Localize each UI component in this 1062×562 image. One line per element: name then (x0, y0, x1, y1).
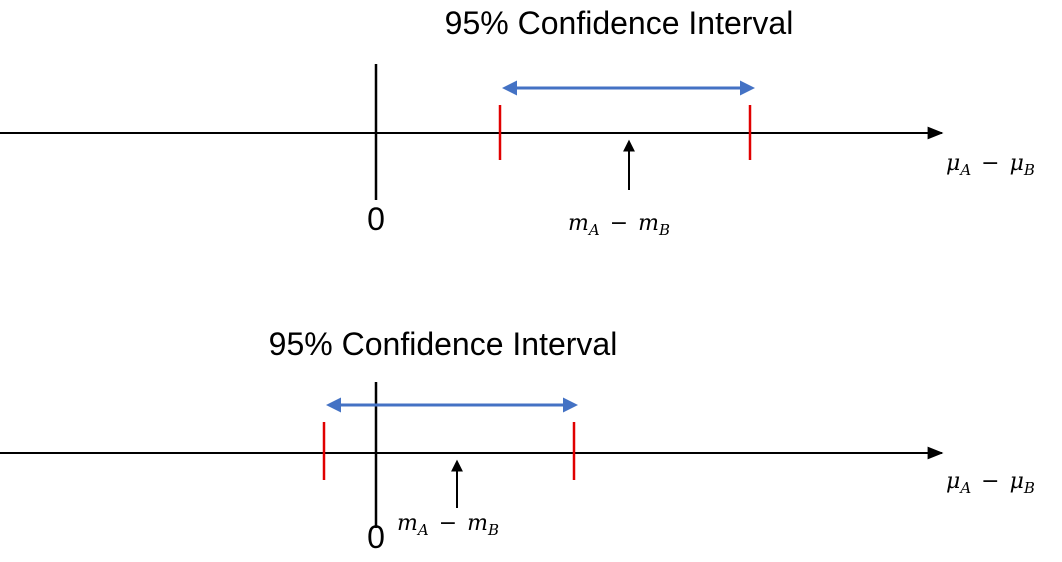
estimate-sub-b: B (658, 221, 670, 239)
estimate-m: m (568, 211, 589, 236)
axis-sub-a: A (958, 479, 971, 497)
axis-label: μA − μB (946, 151, 1035, 179)
zero-label: 0 (367, 201, 385, 237)
axis-minus: − (981, 469, 999, 494)
axis-mu2: μ (1010, 469, 1024, 494)
estimate-sub-a: A (416, 521, 429, 539)
interval-title: 95% Confidence Interval (269, 326, 618, 362)
axis-sub-b: B (1023, 479, 1035, 497)
estimate-sub-b: B (487, 521, 499, 539)
estimate-m2: m (638, 211, 659, 236)
estimate-sub-a: A (587, 221, 600, 239)
axis-mu2: μ (1010, 151, 1024, 176)
estimate-label: mA − mB (397, 511, 499, 539)
axis-mu: μ (946, 469, 960, 494)
axis-label: μA − μB (946, 469, 1035, 497)
zero-label: 0 (367, 519, 385, 555)
axis-sub-b: B (1023, 161, 1035, 179)
estimate-minus: − (610, 211, 628, 236)
axis-mu: μ (946, 151, 960, 176)
estimate-label: mA − mB (568, 211, 670, 239)
interval-title: 95% Confidence Interval (445, 5, 794, 41)
estimate-m2: m (467, 511, 488, 536)
axis-minus: − (981, 151, 999, 176)
panel-bottom: 95% Confidence Interval 0 mA − mB μA − μB (0, 326, 1035, 555)
estimate-minus: − (439, 511, 457, 536)
axis-sub-a: A (958, 161, 971, 179)
estimate-m: m (397, 511, 418, 536)
panel-top: 95% Confidence Interval 0 mA − mB μA − μB (0, 5, 1035, 239)
